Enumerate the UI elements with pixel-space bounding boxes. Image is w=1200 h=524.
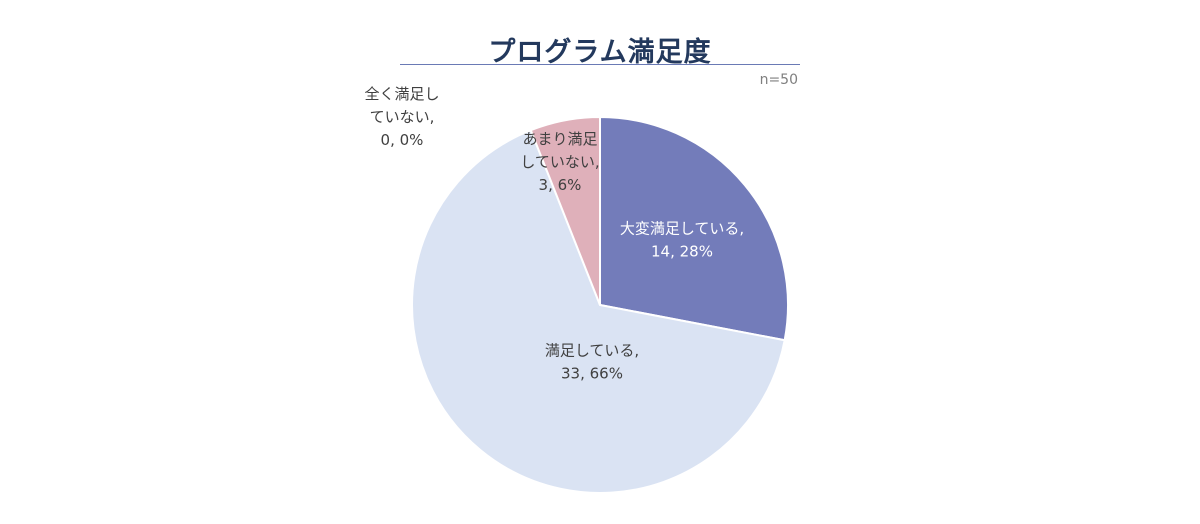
data-label-slice-1: 満足している, 33, 66% bbox=[545, 342, 639, 383]
data-label-line: 全く満足し bbox=[364, 85, 439, 103]
data-label-line: 大変満足している, bbox=[620, 220, 744, 238]
pie-slice-3 bbox=[529, 115, 601, 306]
slices-layer bbox=[411, 115, 789, 494]
chart-title: プログラム満足度 bbox=[488, 37, 712, 68]
pie-slice-0 bbox=[599, 115, 789, 342]
title-underline bbox=[400, 64, 800, 65]
data-label-line: していない, bbox=[520, 153, 599, 171]
data-label-line: 満足している, bbox=[545, 342, 639, 360]
data-label-slice-0: 大変満足している, 14, 28% bbox=[620, 220, 744, 261]
data-label-line: 33, 66% bbox=[561, 365, 623, 383]
data-label-line: ていない, bbox=[370, 108, 435, 126]
data-label-line: あまり満足 bbox=[522, 130, 597, 148]
data-label-line: 3, 6% bbox=[539, 176, 582, 194]
labels-layer: 大変満足している, 14, 28% 満足している, 33, 66% 全く満足していない,… bbox=[364, 85, 744, 383]
data-label-line: 0, 0% bbox=[381, 131, 424, 149]
sample-size-note: n=50 bbox=[759, 72, 798, 88]
data-label-slice-2: 全く満足していない, 0, 0% bbox=[364, 85, 439, 149]
pie-slice-1 bbox=[411, 128, 786, 494]
data-label-line: 14, 28% bbox=[651, 243, 713, 261]
data-label-slice-3: あまり満足していない, 3, 6% bbox=[520, 130, 599, 194]
